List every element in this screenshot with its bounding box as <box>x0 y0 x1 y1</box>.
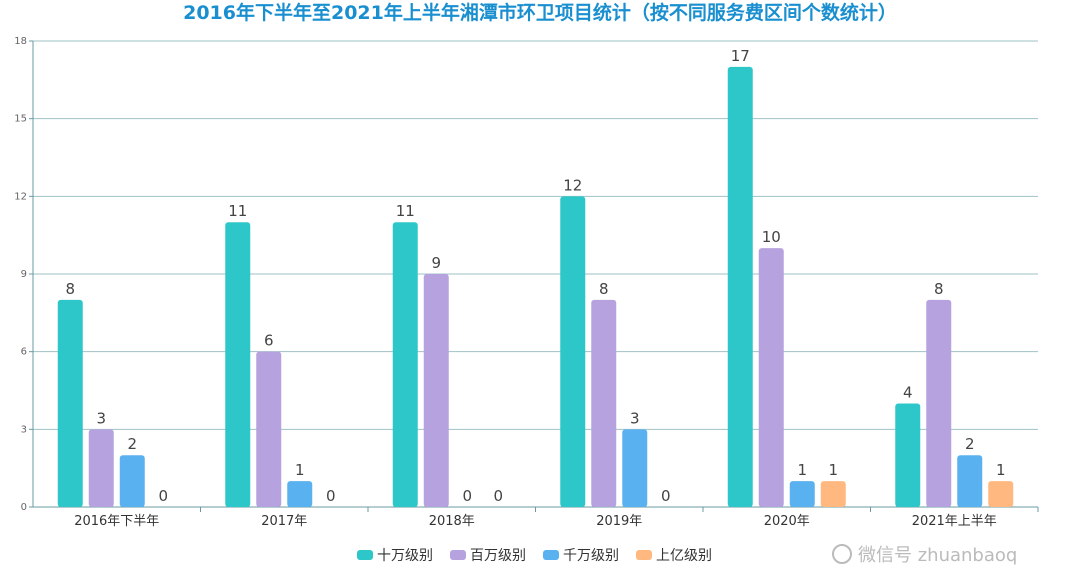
y-tick-label: 15 <box>14 114 27 125</box>
x-tick-label: 2016年下半年 <box>74 514 159 529</box>
bar <box>119 455 145 507</box>
y-tick-label: 12 <box>14 191 27 202</box>
wechat-logo-icon <box>832 544 852 564</box>
data-label: 6 <box>264 332 274 350</box>
legend-swatch <box>636 550 652 560</box>
data-label: 0 <box>661 487 671 505</box>
bar <box>988 481 1014 507</box>
y-tick-label: 18 <box>14 36 27 47</box>
data-label: 0 <box>326 487 336 505</box>
bar <box>622 429 648 507</box>
data-label: 8 <box>934 280 944 298</box>
data-label: 8 <box>65 280 75 298</box>
bar <box>758 248 784 507</box>
y-tick-label: 9 <box>21 269 27 280</box>
bar <box>591 299 617 507</box>
x-tick-label: 2017年 <box>261 514 307 529</box>
x-tick-label: 2018年 <box>429 514 475 529</box>
x-tick-label: 2020年 <box>764 514 810 529</box>
data-label: 2 <box>127 435 137 453</box>
bar <box>560 196 586 508</box>
bar <box>225 222 251 507</box>
bar <box>423 274 449 507</box>
bar <box>727 66 753 507</box>
data-label: 0 <box>462 487 472 505</box>
data-label: 11 <box>396 202 415 220</box>
bar <box>820 481 846 507</box>
data-label: 1 <box>828 461 838 479</box>
data-label: 9 <box>431 254 441 272</box>
data-label: 3 <box>96 409 106 427</box>
data-label: 3 <box>630 409 640 427</box>
chart-title: 2016年下半年至2021年上半年湘潭市环卫项目统计（按不同服务费区间个数统计） <box>183 1 897 24</box>
bar <box>88 429 114 507</box>
data-label: 0 <box>493 487 503 505</box>
legend-swatch <box>357 550 373 560</box>
data-label: 4 <box>903 383 913 401</box>
x-tick-label: 2021年上半年 <box>912 514 997 529</box>
bar <box>789 481 815 507</box>
watermark: 微信号 zhuanbaoq <box>858 545 1017 566</box>
data-label: 8 <box>599 280 609 298</box>
legend-label: 百万级别 <box>470 548 526 564</box>
legend-swatch <box>543 550 559 560</box>
data-label: 17 <box>731 47 750 65</box>
data-label: 2 <box>965 435 975 453</box>
bar <box>957 455 983 507</box>
data-label: 1 <box>295 461 305 479</box>
legend-swatch <box>450 550 466 560</box>
data-label: 0 <box>158 487 168 505</box>
x-tick-label: 2019年 <box>596 514 642 529</box>
bar <box>392 222 418 507</box>
legend-label: 十万级别 <box>377 548 433 564</box>
y-tick-label: 3 <box>21 424 27 435</box>
data-label: 10 <box>762 228 781 246</box>
data-label: 1 <box>996 461 1006 479</box>
legend-label: 千万级别 <box>563 548 619 564</box>
bar <box>926 299 952 507</box>
bar <box>895 403 921 507</box>
bar <box>256 351 282 507</box>
data-label: 11 <box>228 202 247 220</box>
y-tick-label: 6 <box>21 347 27 358</box>
data-label: 1 <box>797 461 807 479</box>
legend-label: 上亿级别 <box>656 548 712 564</box>
data-label: 12 <box>563 176 582 194</box>
bar <box>57 299 83 507</box>
y-tick-label: 0 <box>21 502 27 513</box>
bar <box>287 481 313 507</box>
